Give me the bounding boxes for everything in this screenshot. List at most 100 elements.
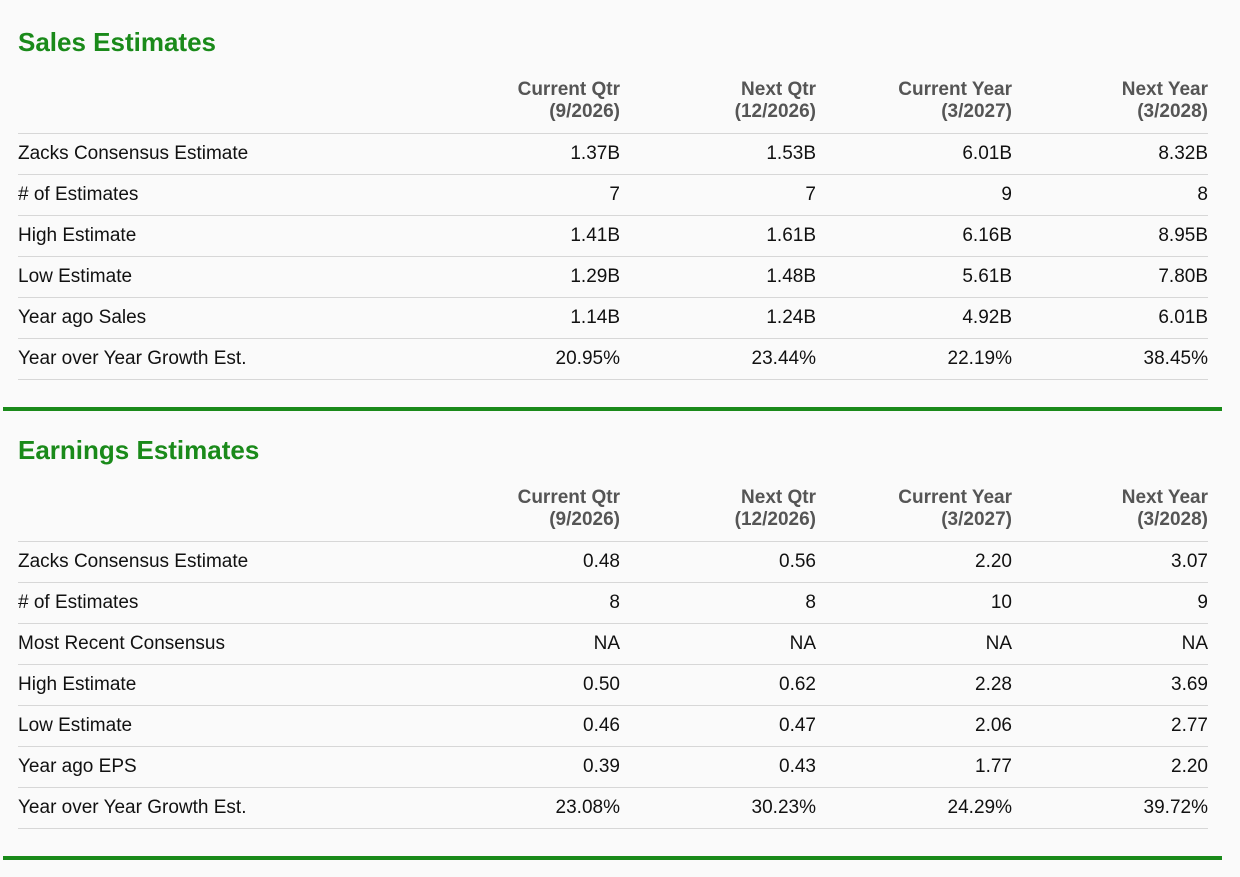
- table-cell: 0.46: [425, 705, 620, 747]
- row-label: Zacks Consensus Estimate: [18, 133, 425, 175]
- row-label: Most Recent Consensus: [18, 623, 425, 665]
- column-header-next-qtr: Next Qtr (12/2026): [620, 487, 816, 542]
- table-cell: 2.28: [816, 664, 1012, 706]
- table-cell: 1.29B: [425, 256, 620, 298]
- table-cell: 0.50: [425, 664, 620, 706]
- row-label: Year over Year Growth Est.: [18, 338, 425, 380]
- table-cell: 5.61B: [816, 256, 1012, 298]
- table-row: Low Estimate 1.29B 1.48B 5.61B 7.80B: [18, 256, 1208, 298]
- table-cell: 2.06: [816, 705, 1012, 747]
- table-cell: 7: [425, 174, 620, 216]
- table-cell: 8: [620, 582, 816, 624]
- table-row: Year ago Sales 1.14B 1.24B 4.92B 6.01B: [18, 297, 1208, 339]
- row-label: Low Estimate: [18, 256, 425, 298]
- table-cell: NA: [816, 623, 1012, 665]
- row-label: High Estimate: [18, 664, 425, 706]
- table-row: Year over Year Growth Est. 20.95% 23.44%…: [18, 338, 1208, 380]
- table-cell: 1.14B: [425, 297, 620, 339]
- column-header-name: Current Year: [898, 487, 1012, 508]
- table-row: Zacks Consensus Estimate 0.48 0.56 2.20 …: [18, 541, 1208, 583]
- section-divider: [3, 856, 1222, 860]
- table-cell: 24.29%: [816, 787, 1012, 829]
- table-cell: 22.19%: [816, 338, 1012, 380]
- column-header-period: (12/2026): [734, 101, 816, 122]
- table-cell: 0.47: [620, 705, 816, 747]
- table-header-row: Current Qtr (9/2026) Next Qtr (12/2026) Cu…: [18, 487, 1208, 542]
- table-cell: 1.48B: [620, 256, 816, 298]
- table-cell: 10: [816, 582, 1012, 624]
- row-label: Year ago EPS: [18, 746, 425, 788]
- table-cell: 38.45%: [1012, 338, 1208, 380]
- row-label: # of Estimates: [18, 582, 425, 624]
- table-cell: 2.20: [816, 541, 1012, 583]
- table-cell: 23.08%: [425, 787, 620, 829]
- table-cell: 1.41B: [425, 215, 620, 257]
- table-cell: 9: [816, 174, 1012, 216]
- table-row: # of Estimates 7 7 9 8: [18, 174, 1208, 216]
- table-header-row: Current Qtr (9/2026) Next Qtr (12/2026) Cu…: [18, 79, 1208, 134]
- column-header-period: (3/2027): [941, 509, 1012, 530]
- column-header-next-year: Next Year (3/2028): [1012, 79, 1208, 134]
- table-cell: 1.53B: [620, 133, 816, 175]
- row-label: Year ago Sales: [18, 297, 425, 339]
- table-cell: 3.69: [1012, 664, 1208, 706]
- row-label: # of Estimates: [18, 174, 425, 216]
- column-header-period: (12/2026): [734, 509, 816, 530]
- table-row: Year ago EPS 0.39 0.43 1.77 2.20: [18, 746, 1208, 788]
- column-header-current-year: Current Year (3/2027): [816, 79, 1012, 134]
- header-label-cell: [18, 79, 425, 134]
- table-cell: 9: [1012, 582, 1208, 624]
- table-cell: 8.95B: [1012, 215, 1208, 257]
- earnings-estimates-section: Earnings Estimates Current Qtr (9/2026) N…: [18, 434, 1208, 829]
- column-header-name: Current Qtr: [517, 487, 620, 508]
- earnings-estimates-title: Earnings Estimates: [18, 435, 260, 465]
- table-cell: NA: [620, 623, 816, 665]
- table-row: High Estimate 0.50 0.62 2.28 3.69: [18, 664, 1208, 706]
- sales-estimates-section: Sales Estimates Current Qtr (9/2026) Next…: [18, 26, 1208, 380]
- column-header-next-qtr: Next Qtr (12/2026): [620, 79, 816, 134]
- column-header-next-year: Next Year (3/2028): [1012, 487, 1208, 542]
- column-header-period: (3/2028): [1137, 509, 1208, 530]
- table-cell: 2.20: [1012, 746, 1208, 788]
- column-header-period: (3/2027): [941, 101, 1012, 122]
- column-header-name: Current Year: [898, 79, 1012, 100]
- table-cell: 20.95%: [425, 338, 620, 380]
- table-cell: 30.23%: [620, 787, 816, 829]
- table-cell: 0.62: [620, 664, 816, 706]
- column-header-period: (9/2026): [549, 101, 620, 122]
- column-header-name: Next Year: [1121, 487, 1208, 508]
- column-header-period: (9/2026): [549, 509, 620, 530]
- column-header-name: Current Qtr: [517, 79, 620, 100]
- column-header-period: (3/2028): [1137, 101, 1208, 122]
- header-label-cell: [18, 487, 425, 542]
- column-header-name: Next Year: [1121, 79, 1208, 100]
- sales-estimates-title: Sales Estimates: [18, 27, 217, 57]
- table-cell: 3.07: [1012, 541, 1208, 583]
- row-label: Year over Year Growth Est.: [18, 787, 425, 829]
- table-cell: 1.61B: [620, 215, 816, 257]
- column-header-current-year: Current Year (3/2027): [816, 487, 1012, 542]
- earnings-estimates-table: Current Qtr (9/2026) Next Qtr (12/2026) Cu…: [18, 487, 1208, 829]
- table-cell: 4.92B: [816, 297, 1012, 339]
- table-cell: 8: [1012, 174, 1208, 216]
- table-row: Low Estimate 0.46 0.47 2.06 2.77: [18, 705, 1208, 747]
- row-label: Low Estimate: [18, 705, 425, 747]
- table-row: Zacks Consensus Estimate 1.37B 1.53B 6.0…: [18, 133, 1208, 175]
- column-header-current-qtr: Current Qtr (9/2026): [425, 79, 620, 134]
- column-header-name: Next Qtr: [741, 79, 816, 100]
- table-row: High Estimate 1.41B 1.61B 6.16B 8.95B: [18, 215, 1208, 257]
- sales-estimates-table: Current Qtr (9/2026) Next Qtr (12/2026) Cu…: [18, 79, 1208, 380]
- table-cell: 6.01B: [816, 133, 1012, 175]
- table-cell: 1.77: [816, 746, 1012, 788]
- table-cell: 0.48: [425, 541, 620, 583]
- table-cell: NA: [425, 623, 620, 665]
- table-cell: 0.56: [620, 541, 816, 583]
- table-cell: 8.32B: [1012, 133, 1208, 175]
- row-label: Zacks Consensus Estimate: [18, 541, 425, 583]
- table-cell: 7.80B: [1012, 256, 1208, 298]
- table-row: Most Recent Consensus NA NA NA NA: [18, 623, 1208, 665]
- table-cell: 0.39: [425, 746, 620, 788]
- table-cell: 39.72%: [1012, 787, 1208, 829]
- section-divider: [3, 407, 1222, 411]
- table-cell: 1.37B: [425, 133, 620, 175]
